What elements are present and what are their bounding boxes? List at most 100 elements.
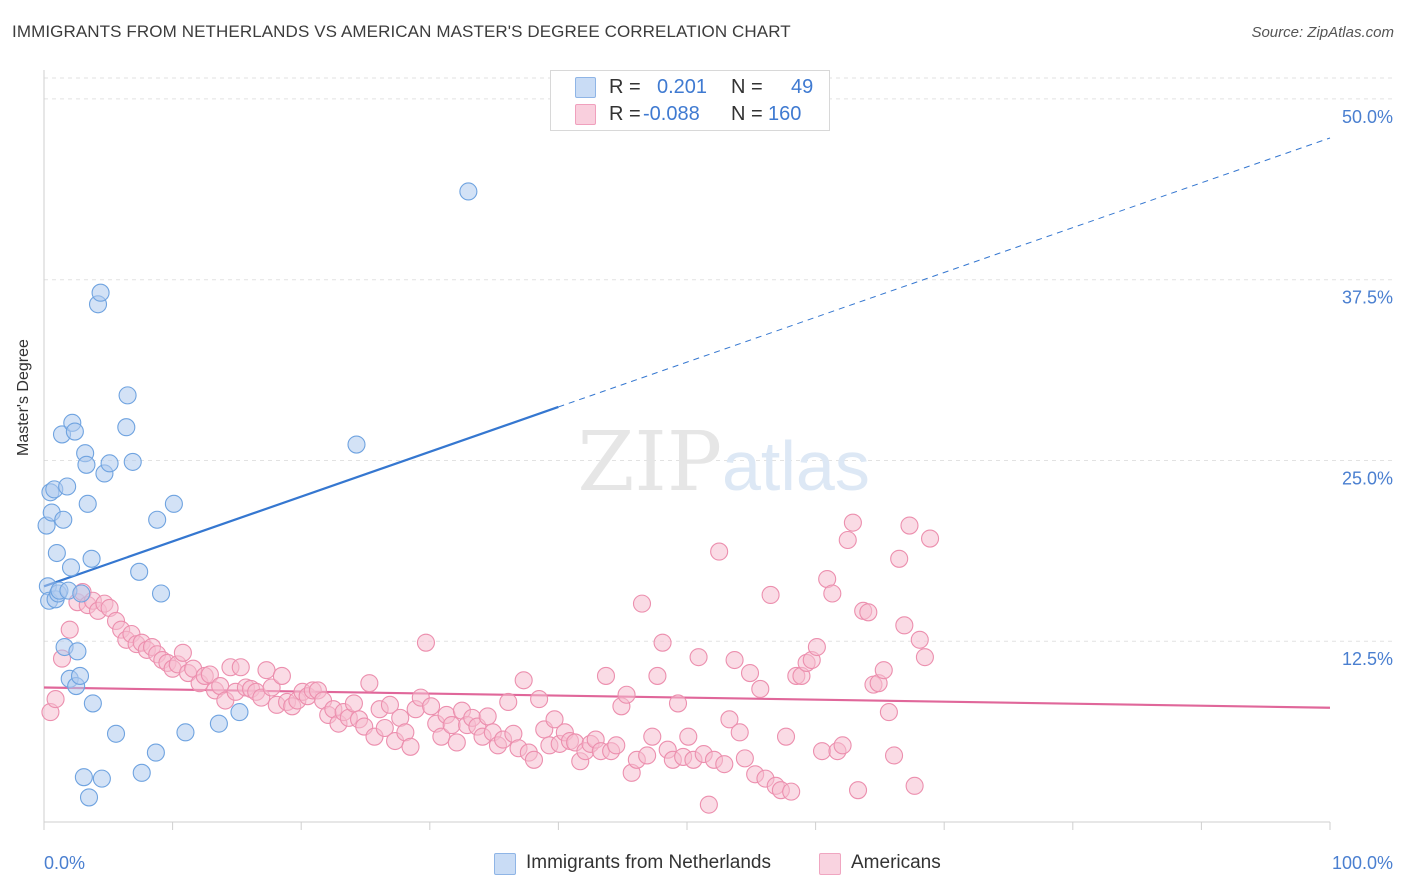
data-point-americans: [668, 694, 688, 713]
data-point-americans: [422, 697, 441, 716]
legend-r-value: -0.088: [643, 103, 700, 125]
legend-swatch-blue: [494, 853, 516, 875]
watermark-zip: ZIP: [577, 415, 722, 510]
data-point-netherlands: [58, 477, 77, 496]
data-point-americans: [499, 692, 518, 712]
data-point-netherlands: [106, 724, 126, 743]
data-point-americans: [915, 648, 934, 667]
data-point-americans: [478, 707, 497, 726]
data-point-americans: [720, 710, 739, 729]
data-point-netherlands: [151, 584, 171, 603]
data-point-americans: [257, 661, 276, 680]
data-point-americans: [699, 795, 718, 814]
data-point-americans: [638, 746, 657, 765]
y-tick-label: 25.0%: [1342, 468, 1393, 488]
data-point-americans: [740, 663, 760, 683]
data-point-netherlands: [61, 558, 81, 577]
data-point-americans: [838, 530, 857, 550]
data-point-americans: [442, 716, 461, 735]
data-point-netherlands: [91, 283, 110, 302]
data-point-netherlands: [78, 494, 97, 513]
data-point-americans: [910, 630, 929, 649]
legend-n-value: 160: [768, 103, 802, 125]
data-point-americans: [545, 710, 564, 729]
data-point-netherlands: [148, 510, 167, 529]
data-point-netherlands: [347, 435, 366, 454]
data-point-americans: [679, 727, 698, 746]
data-point-americans: [272, 666, 291, 685]
data-point-americans: [360, 674, 379, 693]
data-point-americans: [730, 723, 749, 742]
data-point-netherlands: [123, 452, 142, 471]
data-point-netherlands: [54, 510, 73, 529]
data-point-americans: [262, 678, 281, 697]
data-point-americans: [653, 633, 672, 652]
x-tick-label: 100.0%: [1332, 853, 1393, 873]
legend-swatch-blue: [575, 77, 596, 98]
data-point-netherlands: [92, 769, 111, 788]
data-point-americans: [617, 685, 636, 704]
source-label: Source: ZipAtlas.com: [1251, 24, 1394, 41]
data-point-americans: [895, 616, 914, 635]
data-point-americans: [401, 737, 420, 756]
legend-label: Immigrants from Netherlands: [526, 852, 771, 873]
data-point-americans: [859, 603, 878, 622]
data-point-netherlands: [72, 584, 91, 603]
data-point-netherlands: [47, 543, 66, 563]
data-point-americans: [375, 718, 394, 738]
legend-r-label: R =: [609, 103, 641, 125]
data-point-americans: [416, 633, 435, 652]
data-point-americans: [879, 703, 898, 722]
data-point-americans: [833, 736, 852, 755]
data-point-americans: [46, 690, 65, 709]
data-point-netherlands: [230, 703, 249, 722]
axes: [43, 70, 1331, 830]
data-point-netherlands: [79, 788, 99, 807]
legend-n-label: N =: [731, 76, 763, 98]
data-point-americans: [173, 643, 192, 662]
chart-title: IMMIGRANTS FROM NETHERLANDS VS AMERICAN …: [12, 22, 791, 41]
y-tick-label: 50.0%: [1342, 107, 1393, 127]
data-point-netherlands: [209, 714, 228, 733]
data-point-americans: [447, 733, 466, 752]
legend-label: Americans: [851, 852, 941, 873]
data-point-americans: [874, 661, 893, 680]
data-point-americans: [848, 781, 868, 800]
trend-line-extension: [558, 137, 1331, 408]
data-point-americans: [905, 776, 924, 795]
legend-n-label: N =: [731, 103, 763, 125]
data-point-netherlands: [100, 454, 119, 473]
data-point-netherlands: [118, 386, 137, 405]
data-point-americans: [715, 755, 734, 774]
data-point-americans: [689, 648, 708, 667]
data-point-americans: [380, 695, 399, 714]
data-point-netherlands: [130, 562, 149, 581]
data-point-americans: [823, 584, 842, 603]
legend-swatch-pink: [575, 104, 596, 125]
data-point-americans: [761, 585, 780, 605]
data-point-netherlands: [65, 422, 84, 441]
data-point-americans: [60, 620, 79, 639]
data-point-netherlands: [74, 768, 93, 787]
x-tick-label: 0.0%: [44, 853, 85, 873]
data-point-americans: [344, 694, 363, 713]
data-point-americans: [725, 650, 744, 670]
data-point-americans: [843, 513, 862, 532]
data-point-americans: [710, 542, 729, 561]
data-point-netherlands: [83, 694, 102, 713]
data-point-americans: [607, 736, 626, 755]
data-point-netherlands: [146, 743, 165, 762]
data-point-americans: [530, 690, 549, 709]
y-axis-label: Master's Degree: [15, 339, 32, 456]
data-point-americans: [735, 749, 754, 768]
data-point-americans: [524, 750, 544, 769]
data-point-americans: [807, 637, 826, 657]
legend-r-label: R =: [609, 76, 641, 98]
trend-line: [43, 405, 559, 588]
data-point-netherlands: [132, 763, 151, 782]
correlation-legend: R = 0.201 N = 49 R = -0.088 N = 160: [550, 70, 830, 131]
data-point-netherlands: [68, 642, 87, 661]
data-point-americans: [648, 666, 667, 685]
data-point-americans: [632, 594, 652, 613]
